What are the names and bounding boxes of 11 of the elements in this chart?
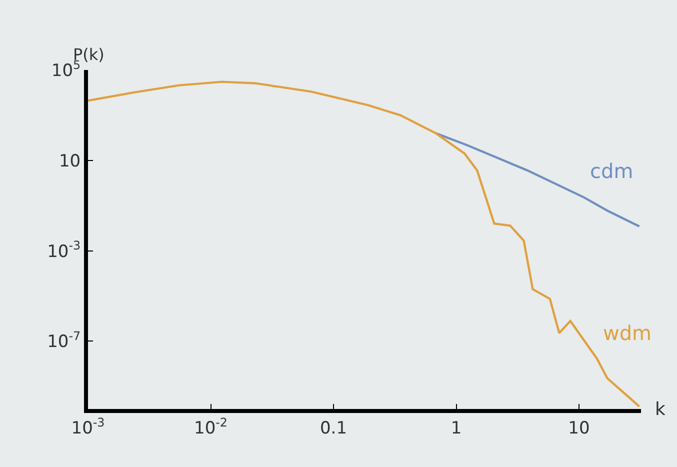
x-tick-label: 10 bbox=[568, 418, 590, 438]
x-tick-label: 10$^{-3}$ bbox=[71, 415, 105, 438]
y-tick-label: 10 bbox=[58, 151, 81, 172]
x-axis-title: k bbox=[655, 399, 666, 420]
series-label: wdm bbox=[603, 321, 652, 345]
y-tick-label: 10$^{-3}$ bbox=[47, 238, 81, 262]
x-tick-label: 0.1 bbox=[320, 418, 348, 438]
x-tick-label: 1 bbox=[450, 418, 462, 438]
series-label: cdm bbox=[590, 159, 634, 183]
y-tick-label: 10$^{-7}$ bbox=[47, 329, 81, 352]
x-tick-label: 10$^{-2}$ bbox=[194, 415, 228, 438]
